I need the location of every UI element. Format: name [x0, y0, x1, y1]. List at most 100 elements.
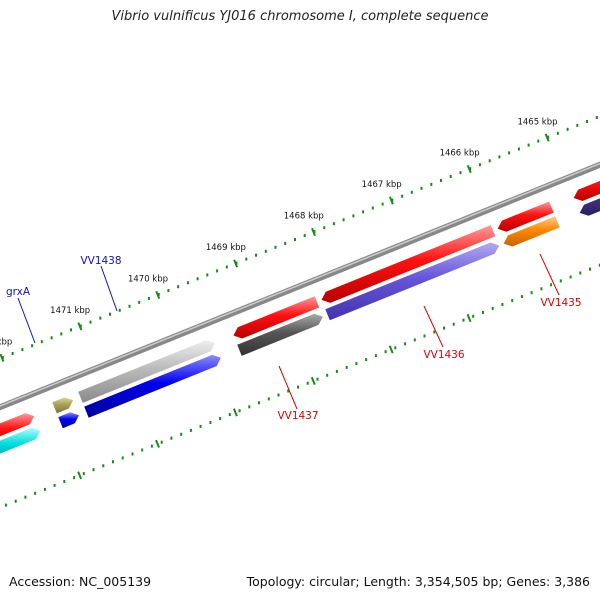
- label-grxa: grxA: [6, 286, 31, 298]
- tick-dot: [433, 330, 436, 334]
- tick-dot: [238, 409, 241, 413]
- tick-dot: [138, 300, 141, 304]
- gene-cyan-far-left: [0, 427, 41, 454]
- leader-line: [539, 253, 560, 296]
- tick-dot: [576, 123, 579, 127]
- tick-dot: [598, 263, 600, 267]
- tick-dot: [459, 171, 462, 175]
- leader-line: [17, 297, 36, 344]
- tick-dot: [216, 269, 219, 273]
- tick-dot: [401, 194, 404, 198]
- gene-vv1436-arrow: [321, 225, 496, 303]
- tick-dot: [287, 389, 290, 393]
- tick-dot: [381, 202, 384, 206]
- tick-dot: [180, 432, 183, 436]
- tick-dot: [394, 346, 397, 350]
- gene-dark-slate-right: [579, 198, 600, 216]
- tick-dot: [219, 417, 222, 421]
- label-vv1435: VV1435: [540, 297, 581, 309]
- tick-dot: [92, 468, 95, 472]
- major-tick: [155, 290, 161, 300]
- kbp-tick-track: 1465 kbp 1466 kbp 1467 kbp 1468 kbp 1469 kbp…: [0, 116, 600, 507]
- minor-track-tick: [77, 471, 83, 480]
- tick-dot: [189, 428, 192, 432]
- gene-vv1437-arrow: [233, 296, 320, 339]
- kbp-tick-label: 1470 kbp: [128, 275, 168, 285]
- tick-dot: [384, 350, 387, 354]
- tick-dot: [102, 464, 105, 468]
- tick-dot: [440, 179, 442, 182]
- tick-dot: [423, 334, 426, 338]
- gene-labels: grxA VV1438 VV1437 VV1436 VV1435: [6, 253, 582, 422]
- tick-dot: [452, 322, 455, 326]
- gene-vv1438-arrow: [78, 340, 215, 403]
- tick-dot: [550, 283, 553, 287]
- kbp-tick-label: 1469 kbp: [206, 243, 246, 253]
- tick-dot: [264, 249, 267, 253]
- tick-dot: [170, 436, 173, 440]
- tick-dot: [404, 342, 407, 346]
- tick-dot: [73, 476, 76, 480]
- tick-dot: [420, 186, 423, 190]
- tick-dot: [128, 304, 131, 308]
- tick-dot: [520, 295, 523, 299]
- tick-dot: [255, 253, 257, 257]
- map-title: Vibrio vulnificus YJ016 chromosome I, co…: [111, 9, 489, 24]
- tick-dot: [206, 273, 209, 277]
- tick-dot: [294, 238, 296, 241]
- tick-dot: [63, 480, 66, 483]
- major-tick: [544, 133, 550, 142]
- tick-dot: [559, 279, 562, 283]
- tick-dot: [410, 190, 413, 194]
- tick-dot: [141, 448, 144, 452]
- major-tick: [77, 322, 83, 331]
- tick-dot: [335, 369, 338, 373]
- tick-dot: [491, 306, 494, 310]
- tick-dot: [267, 397, 270, 401]
- tick-dot: [586, 120, 588, 123]
- kbp-tick-label: 1465 kbp: [517, 117, 557, 127]
- minor-track-tick: [388, 345, 394, 354]
- tick-dot: [430, 182, 433, 186]
- tick-dot: [303, 234, 306, 237]
- tick-dot: [316, 377, 319, 381]
- tick-dot: [540, 287, 543, 291]
- tick-dot: [595, 116, 598, 119]
- label-vv1438: VV1438: [80, 255, 121, 267]
- minor-track-tick: [232, 408, 238, 417]
- tick-dot: [121, 456, 124, 460]
- tick-dot: [160, 440, 163, 444]
- kbp-tick-label: 1472 kbp: [0, 338, 12, 348]
- tick-dot: [530, 291, 533, 295]
- gene-blue-arrow: [84, 354, 221, 418]
- tick-dot: [362, 210, 365, 214]
- leader-line: [100, 265, 118, 312]
- tick-dot: [547, 135, 550, 139]
- tick-dot: [566, 127, 569, 131]
- tick-dot: [478, 163, 481, 167]
- kbp-tick-label: 1467 kbp: [362, 180, 402, 190]
- minor-track-tick: [466, 313, 472, 323]
- tick-dot: [225, 265, 228, 269]
- tick-dot: [365, 358, 368, 362]
- tick-dot: [14, 499, 17, 503]
- tick-dot: [274, 245, 277, 249]
- tick-dot: [109, 312, 111, 316]
- tick-dot: [306, 381, 309, 385]
- label-vv1436: VV1436: [423, 349, 464, 361]
- gene-vv1435-arrow: [497, 201, 554, 232]
- tick-dot: [355, 362, 358, 365]
- tick-dot: [413, 338, 416, 342]
- tick-dot: [556, 131, 559, 135]
- chromosome-backbone: [0, 161, 600, 411]
- major-tick: [233, 259, 239, 268]
- major-tick: [0, 353, 5, 362]
- tick-dot: [332, 222, 335, 226]
- tick-dot: [82, 472, 85, 476]
- tick-dot: [40, 340, 43, 344]
- tick-dot: [89, 320, 92, 324]
- backbone-highlight: [0, 162, 600, 407]
- tick-dot: [517, 147, 520, 151]
- tick-dot: [147, 297, 150, 300]
- gene-blue-small-arrow: [58, 412, 79, 429]
